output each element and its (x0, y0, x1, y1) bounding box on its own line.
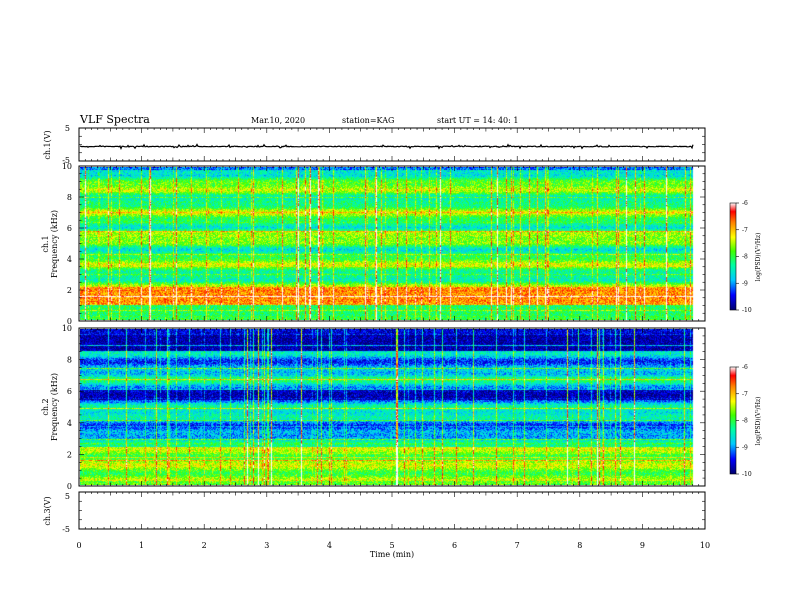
x-tick-label: 4 (327, 541, 332, 550)
freq-tick-label: 4 (67, 255, 72, 264)
x-tick-label: 0 (76, 541, 81, 550)
x-tick-label: 5 (389, 541, 394, 550)
freq-tick-label: 10 (62, 162, 72, 171)
x-tick-label: 9 (640, 541, 645, 550)
x-tick-label: 8 (577, 541, 582, 550)
colorbar-tick-label: -6 (742, 200, 748, 207)
figure-title: VLF Spectra (79, 113, 150, 126)
colorbar-tick-label: -6 (742, 364, 748, 371)
x-tick-label: 3 (264, 541, 269, 550)
colorbar-tick-label: -10 (742, 307, 752, 314)
start-time-label: start UT = 14: 40: 1 (437, 116, 518, 125)
colorbar-tick-label: -9 (742, 444, 748, 451)
ch1v-ytick-top: 5 (65, 124, 70, 133)
colorbar-tick-label: -7 (742, 391, 748, 398)
freq-tick-label: 4 (67, 419, 72, 428)
freq-tick-label: 8 (67, 193, 72, 202)
freq-tick-label: 6 (67, 387, 72, 396)
colorbar-tick-label: -7 (742, 227, 748, 234)
freq-tick-label: 0 (67, 482, 72, 491)
ch2-spec-ylabel: Frequency (kHz) (50, 373, 59, 441)
freq-tick-label: 6 (67, 224, 72, 233)
ch1v-ytick-bottom: -5 (62, 156, 70, 165)
ch3v-ylabel: ch.3(V) (43, 496, 52, 525)
ch1-colorbar (729, 202, 737, 311)
freq-tick-label: 8 (67, 356, 72, 365)
x-tick-label: 6 (452, 541, 457, 550)
colorbar-tick-label: -10 (742, 471, 752, 478)
x-axis-label: Time (min) (370, 550, 414, 559)
x-tick-label: 10 (700, 541, 710, 550)
freq-tick-label: 0 (67, 317, 72, 326)
ch2-spec-ylabel-channel: ch.2 (41, 398, 50, 415)
ch1-spectrogram-image (80, 167, 704, 320)
freq-tick-label: 10 (62, 324, 72, 333)
ch3v-ytick-top: 5 (65, 492, 70, 501)
ch3-voltage-panel (78, 491, 706, 530)
colorbar-tick-label: -9 (742, 280, 748, 287)
x-tick-label: 2 (202, 541, 207, 550)
colorbar-tick-label: -8 (742, 254, 748, 261)
date-label: Mar.10, 2020 (251, 116, 305, 125)
ch1-spec-ylabel: Frequency (kHz) (50, 210, 59, 278)
ch2-spectrogram-image (80, 329, 704, 485)
colorbar-tick-label: -8 (742, 418, 748, 425)
freq-tick-label: 2 (67, 286, 72, 295)
freq-tick-label: 2 (67, 450, 72, 459)
x-tick-label: 1 (139, 541, 144, 550)
ch1-voltage-trace (79, 143, 694, 151)
ch3v-ytick-bottom: -5 (62, 525, 70, 534)
ch1v-ylabel: ch.1(V) (43, 130, 52, 159)
ch1-spec-ylabel-channel: ch.1 (41, 235, 50, 252)
ch1-colorbar-label: log(PSD)(V²/Hz) (755, 233, 762, 282)
x-tick-label: 7 (515, 541, 520, 550)
axis-ticks (78, 127, 706, 530)
ch2-colorbar-label: log(PSD)(V²/Hz) (755, 397, 762, 446)
ch2-colorbar (729, 366, 737, 475)
station-label: station=KAG (342, 116, 394, 125)
